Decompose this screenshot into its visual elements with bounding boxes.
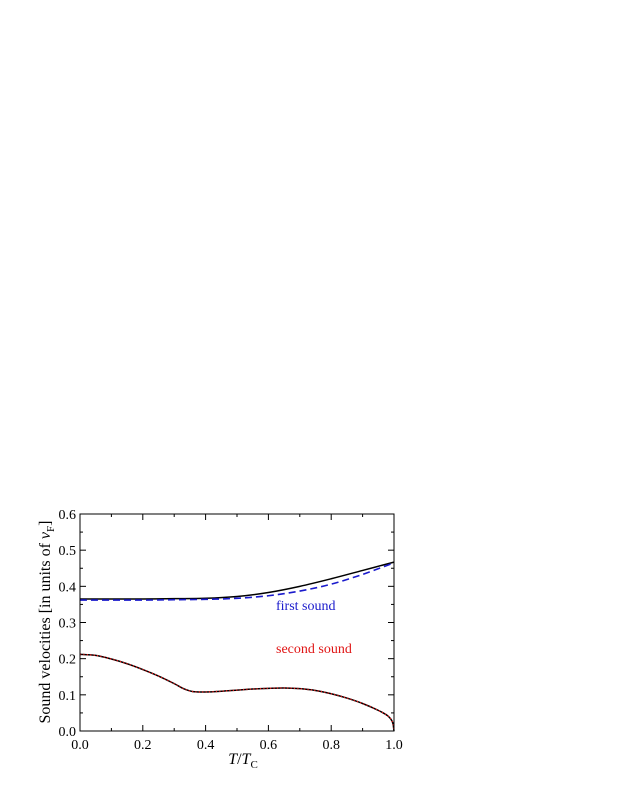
series-layer [79, 561, 395, 732]
y-tick-label: 0.6 [59, 508, 77, 523]
y-tick-label: 0.0 [59, 725, 77, 740]
y-tick-label: 0.2 [59, 653, 77, 668]
labels-layer: 0.0 0.2 0.4 0.6 0.8 1.0 0.0 0.1 0.2 0.3 0.4 0.5 0.6 [59, 508, 403, 753]
series-second-sound-dotted [79, 653, 395, 732]
y-axis-label: Sound velocities [in units of vF] [37, 521, 57, 724]
x-tick-label: 0.8 [322, 738, 340, 753]
x-tick-label: 0.0 [71, 738, 89, 753]
x-tick-label: 1.0 [385, 738, 403, 753]
x-axis-label: T/TC [228, 751, 258, 771]
x-tick-label: 0.6 [260, 738, 278, 753]
ticks-layer [79, 513, 395, 732]
y-tick-label: 0.1 [59, 689, 77, 704]
y-tick-label: 0.5 [59, 544, 77, 559]
annotation-first-sound: first sound [276, 599, 336, 614]
y-tick-label: 0.4 [59, 580, 77, 595]
y-tick-label: 0.3 [59, 617, 77, 632]
x-tick-label: 0.2 [134, 738, 152, 753]
x-tick-label: 0.4 [197, 738, 215, 753]
series-first-sound-solid [80, 561, 395, 600]
series-second-sound-solid [79, 653, 395, 732]
annotation-second-sound: second sound [276, 642, 352, 657]
series-first-sound-dashed [79, 562, 395, 601]
